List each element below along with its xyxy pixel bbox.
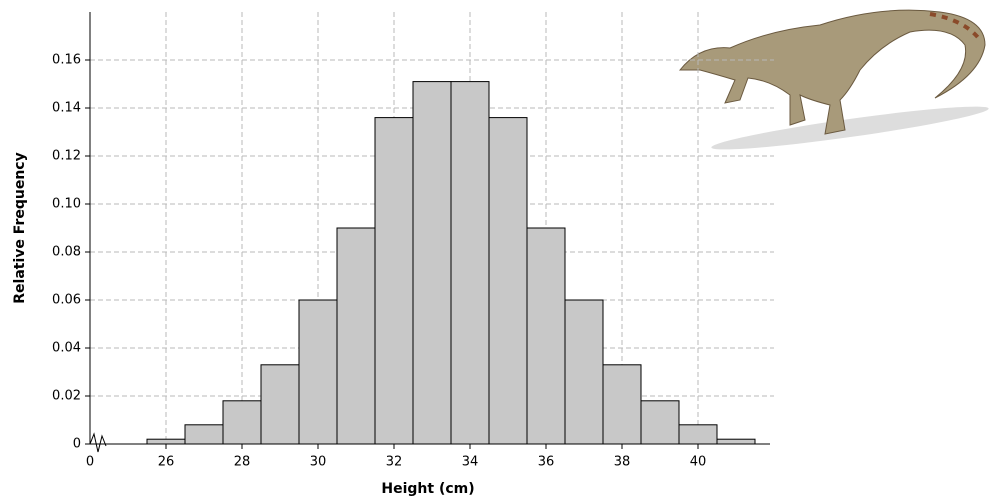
bar bbox=[488, 117, 528, 445]
bar bbox=[222, 400, 262, 445]
x-tick-label: 30 bbox=[310, 455, 327, 470]
y-tick-label: 0.02 bbox=[52, 389, 81, 404]
y-tick-label: 0 bbox=[73, 437, 81, 452]
bar bbox=[146, 438, 186, 445]
bar bbox=[526, 227, 566, 445]
y-tick-label: 0.04 bbox=[52, 341, 81, 356]
x-axis-label: Height (cm) bbox=[381, 481, 474, 497]
bar bbox=[716, 438, 756, 445]
x-tick-label: 32 bbox=[386, 455, 403, 470]
y-tick-label: 0.12 bbox=[52, 149, 81, 164]
bar bbox=[564, 299, 604, 445]
y-tick-label: 0.06 bbox=[52, 293, 81, 308]
bar bbox=[336, 227, 376, 445]
x-tick-label: 26 bbox=[158, 455, 175, 470]
y-tick-label: 0.14 bbox=[52, 101, 81, 116]
x-tick-label: 28 bbox=[234, 455, 251, 470]
axis-break-label: 0 bbox=[86, 455, 94, 470]
y-tick-label: 0.16 bbox=[52, 53, 81, 68]
bar bbox=[602, 364, 642, 445]
bar bbox=[450, 81, 490, 445]
y-axis-label: Relative Frequency bbox=[12, 152, 28, 303]
bar bbox=[412, 81, 452, 445]
axis-break bbox=[89, 432, 107, 453]
bar bbox=[678, 424, 718, 445]
y-tick-label: 0.10 bbox=[52, 197, 81, 212]
x-tick-label: 36 bbox=[538, 455, 555, 470]
x-tick-label: 38 bbox=[614, 455, 631, 470]
x-tick-label: 40 bbox=[690, 455, 707, 470]
bar bbox=[374, 117, 414, 445]
bar bbox=[298, 299, 338, 445]
dinosaur-illustration bbox=[678, 9, 989, 150]
bar bbox=[260, 364, 300, 445]
bar bbox=[184, 424, 224, 445]
bar bbox=[640, 400, 680, 445]
x-tick-label: 34 bbox=[462, 455, 479, 470]
y-tick-label: 0.08 bbox=[52, 245, 81, 260]
